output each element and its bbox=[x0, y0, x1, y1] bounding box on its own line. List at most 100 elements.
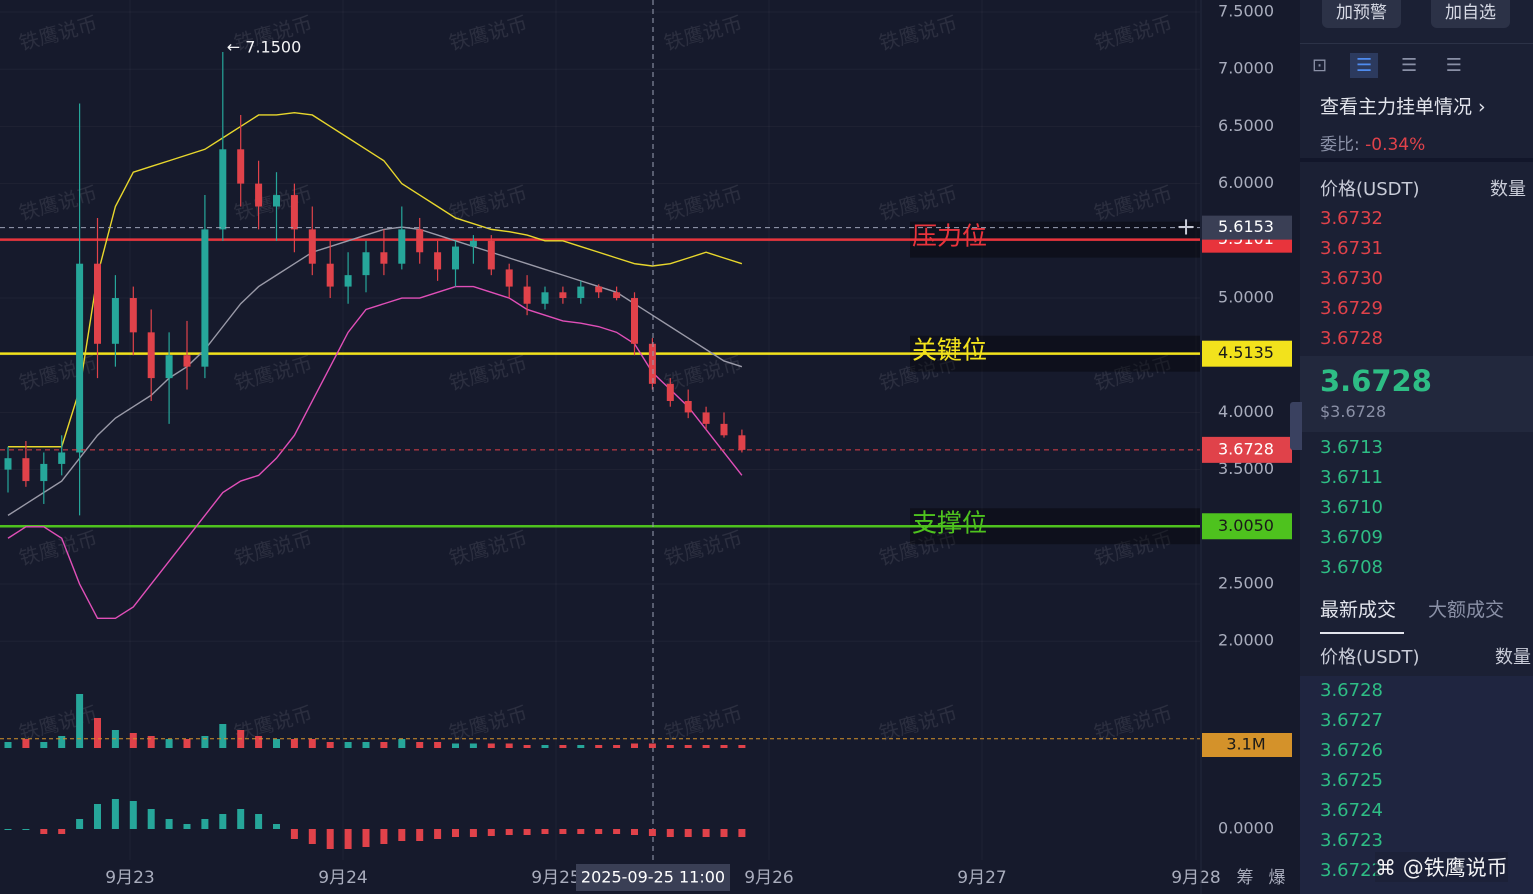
candle-body bbox=[720, 423, 728, 436]
watchlist-button[interactable]: 加自选 bbox=[1431, 0, 1510, 28]
macd-bar bbox=[40, 829, 48, 834]
side-label: 筹 bbox=[1237, 868, 1254, 888]
bid-price: 3.6710 bbox=[1320, 497, 1383, 518]
trade-price: 3.6723 bbox=[1320, 830, 1383, 851]
bollinger-middle bbox=[7, 226, 743, 516]
alert-button[interactable]: 加预警 bbox=[1322, 0, 1401, 28]
macd-bar bbox=[237, 809, 245, 829]
macd-bar bbox=[702, 829, 710, 837]
volume-bar bbox=[165, 739, 173, 748]
level-chip-label: 4.5135 bbox=[1218, 343, 1274, 362]
book-header-qty: 数量 bbox=[1490, 179, 1526, 200]
ratio: 委比: -0.34% bbox=[1320, 130, 1425, 155]
candle-body bbox=[201, 229, 209, 367]
candle-body bbox=[416, 229, 424, 253]
macd-bar bbox=[201, 819, 209, 829]
volume-bar bbox=[58, 736, 66, 748]
candle-body bbox=[58, 452, 66, 464]
macd-bar bbox=[344, 829, 352, 849]
ratio-value: -0.34% bbox=[1365, 135, 1426, 155]
macd-bar bbox=[129, 801, 137, 829]
x-tick-label: 9月27 bbox=[957, 868, 1006, 888]
watermark: 铁鹰说币 bbox=[1092, 181, 1175, 225]
candle-body bbox=[702, 412, 710, 424]
candle-body bbox=[648, 343, 656, 384]
watermark: 铁鹰说币 bbox=[662, 351, 745, 395]
macd-bar bbox=[452, 829, 459, 837]
mid-price-box bbox=[1300, 356, 1533, 432]
candle-body bbox=[94, 263, 101, 344]
ask-price: 3.6729 bbox=[1320, 298, 1383, 319]
bid-price: 3.6711 bbox=[1320, 467, 1383, 488]
y-tick-label: 7.5000 bbox=[1218, 2, 1274, 21]
volume-bar bbox=[183, 739, 191, 748]
panel-toggle[interactable] bbox=[1290, 402, 1302, 450]
watermark: 铁鹰说币 bbox=[447, 351, 530, 395]
watermark: 铁鹰说币 bbox=[447, 701, 530, 745]
candle-body bbox=[684, 400, 692, 413]
volume-bar bbox=[648, 743, 656, 748]
tab-latest[interactable]: 最新成交 bbox=[1320, 599, 1397, 621]
y-tick-label: 6.0000 bbox=[1218, 173, 1274, 192]
candle-body bbox=[326, 263, 334, 287]
macd-bar bbox=[487, 829, 495, 836]
watermark: 铁鹰说币 bbox=[232, 351, 315, 395]
volume-bar bbox=[434, 742, 442, 748]
macd-bar bbox=[147, 809, 155, 829]
candle-body bbox=[183, 355, 191, 367]
candle-body bbox=[613, 292, 621, 299]
mid-price-usd: $3.6728 bbox=[1320, 402, 1387, 421]
crosshair-price-label: 5.6153 bbox=[1218, 217, 1274, 236]
volume-bar bbox=[684, 745, 692, 748]
macd-bar bbox=[326, 829, 334, 849]
main-orders-link[interactable]: 查看主力挂单情况 › bbox=[1320, 96, 1486, 118]
watermark: 铁鹰说币 bbox=[232, 526, 315, 570]
volume-bar bbox=[613, 745, 621, 748]
chart: 铁鹰说币铁鹰说币铁鹰说币铁鹰说币铁鹰说币铁鹰说币铁鹰说币铁鹰说币铁鹰说币铁鹰说币… bbox=[0, 0, 1292, 894]
macd-bar bbox=[219, 814, 227, 829]
divider bbox=[1300, 158, 1533, 162]
macd-bar bbox=[434, 829, 442, 839]
volume-bar bbox=[147, 736, 155, 748]
macd-bar bbox=[631, 829, 638, 835]
tab-large[interactable]: 大额成交 bbox=[1428, 599, 1505, 621]
macd-bar bbox=[541, 829, 549, 834]
candle-body bbox=[362, 252, 370, 276]
volume-bar bbox=[22, 739, 30, 748]
macd-bar bbox=[720, 829, 728, 837]
macd-bar bbox=[4, 829, 12, 830]
watermark: 铁鹰说币 bbox=[877, 181, 960, 225]
candle-body bbox=[129, 298, 137, 333]
macd-bar bbox=[416, 829, 424, 841]
macd-bar bbox=[380, 829, 388, 844]
macd-bar bbox=[94, 804, 101, 829]
candle-body bbox=[452, 246, 459, 270]
macd-bar bbox=[595, 829, 603, 834]
view-icons[interactable]: ⊡ ☰ ☰ ☰ bbox=[1312, 53, 1462, 78]
ask-price: 3.6731 bbox=[1320, 238, 1383, 259]
y-tick-label: 5.0000 bbox=[1218, 288, 1274, 307]
macd-bar bbox=[684, 829, 692, 837]
watermark: 铁鹰说币 bbox=[447, 526, 530, 570]
trade-header-qty: 数量 bbox=[1495, 647, 1531, 668]
trade-price: 3.6728 bbox=[1320, 680, 1383, 701]
watermark: 铁鹰说币 bbox=[17, 11, 100, 55]
y-tick-label: 2.0000 bbox=[1218, 631, 1274, 650]
volume-bar bbox=[541, 745, 549, 748]
bollinger-upper bbox=[8, 111, 743, 448]
candle-body bbox=[344, 275, 352, 287]
mid-price: 3.6728 bbox=[1320, 364, 1432, 398]
volume-bar bbox=[380, 742, 388, 748]
brand-text: @铁鹰说币 bbox=[1402, 856, 1508, 880]
macd-bar bbox=[362, 829, 370, 847]
volume-bar bbox=[326, 742, 334, 748]
volume-bar bbox=[40, 742, 48, 748]
volume-bar bbox=[290, 739, 298, 748]
watermark: 铁鹰说币 bbox=[447, 11, 530, 55]
candle-body bbox=[398, 229, 406, 264]
volume-bar bbox=[416, 742, 424, 748]
x-tick-label: 9月23 bbox=[105, 868, 154, 888]
volume-chip-label: 3.1M bbox=[1226, 735, 1265, 754]
book-header-price: 价格(USDT) bbox=[1320, 179, 1420, 200]
